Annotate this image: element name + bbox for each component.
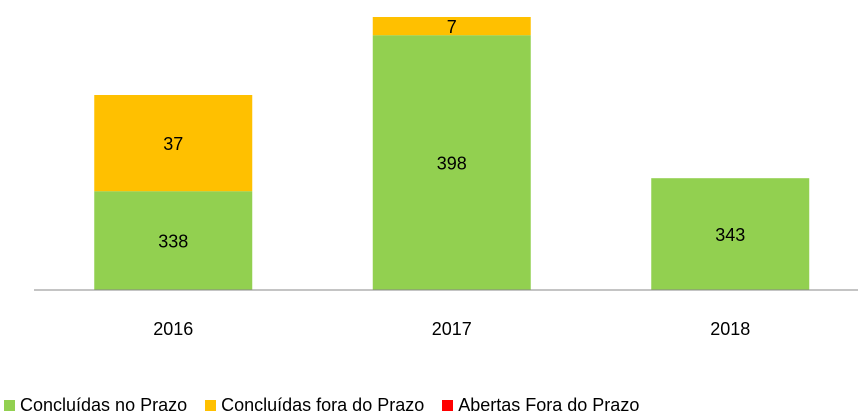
bar-segment — [372, 35, 531, 291]
data-label: 7 — [447, 17, 457, 37]
bar-segment — [651, 178, 810, 290]
data-label: 398 — [437, 153, 467, 173]
x-tick-label: 2016 — [153, 319, 193, 339]
data-label: 338 — [158, 231, 188, 251]
bar-segment — [372, 17, 531, 36]
data-label: 37 — [163, 134, 183, 154]
x-tick-label: 2018 — [710, 319, 750, 339]
legend-item: Abertas Fora do Prazo — [442, 395, 639, 416]
legend: Concluídas no Prazo Concluídas fora do Pr… — [4, 395, 639, 416]
bar-segment — [94, 191, 253, 290]
x-tick-label: 2017 — [432, 319, 472, 339]
legend-swatch — [4, 400, 15, 411]
legend-item: Concluídas fora do Prazo — [205, 395, 424, 416]
legend-swatch — [205, 400, 217, 411]
legend-swatch — [442, 400, 454, 411]
legend-label: Concluídas fora do Prazo — [221, 395, 425, 415]
data-label: 343 — [715, 225, 745, 245]
chart: 338 37 2016 398 7 2017 343 2018 — [34, 17, 858, 339]
legend-label: Concluídas no Prazo — [20, 395, 188, 415]
legend-label: Abertas Fora do Prazo — [458, 395, 640, 415]
bar-segment — [94, 95, 253, 192]
legend-item: Concluídas no Prazo — [4, 395, 187, 416]
